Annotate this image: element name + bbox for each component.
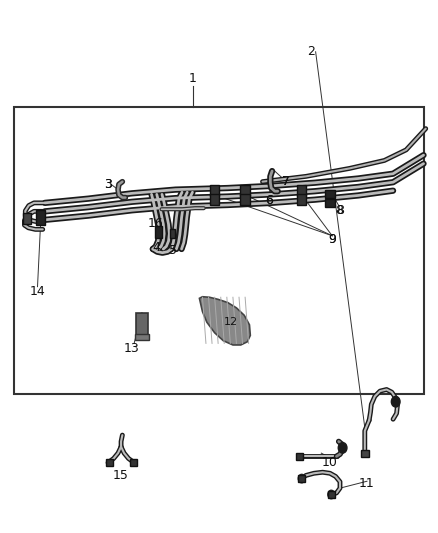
Text: 16: 16 [148,216,164,230]
Text: 2: 2 [307,45,315,58]
Bar [297,195,307,205]
Bar [130,459,137,466]
Text: 8: 8 [335,204,343,217]
Bar [155,226,162,238]
Bar [210,195,219,205]
Text: 6: 6 [265,193,273,207]
Bar [328,491,335,498]
Bar [23,214,31,224]
Bar [361,450,369,457]
Bar [135,334,149,340]
Bar [297,453,304,460]
Bar [14,108,424,394]
Text: 10: 10 [322,456,338,469]
Text: 12: 12 [224,317,238,327]
Circle shape [391,397,400,407]
Text: 8: 8 [336,204,344,217]
Bar [210,185,219,196]
Circle shape [328,490,335,499]
Text: 5: 5 [170,244,177,257]
Text: 7: 7 [283,175,290,188]
Text: 1: 1 [189,72,197,85]
Text: 4: 4 [152,241,160,254]
Text: 9: 9 [328,233,336,246]
Circle shape [298,474,305,483]
Text: 11: 11 [359,478,375,490]
Text: 3: 3 [104,178,112,191]
Bar [325,190,335,198]
Bar [170,229,175,238]
Text: 13: 13 [124,342,140,355]
Circle shape [338,442,347,453]
Bar [240,185,250,196]
Bar [240,195,250,205]
Text: 3: 3 [104,178,112,191]
Bar [36,210,45,224]
Text: 9: 9 [328,233,336,246]
Bar [325,199,335,207]
Text: 15: 15 [113,470,129,482]
Bar [297,185,307,196]
Text: 14: 14 [30,286,46,298]
Text: 6: 6 [265,193,273,207]
Bar [106,459,113,466]
Text: 7: 7 [283,175,290,188]
Bar [298,475,305,482]
Polygon shape [199,297,251,345]
Bar [136,313,148,336]
